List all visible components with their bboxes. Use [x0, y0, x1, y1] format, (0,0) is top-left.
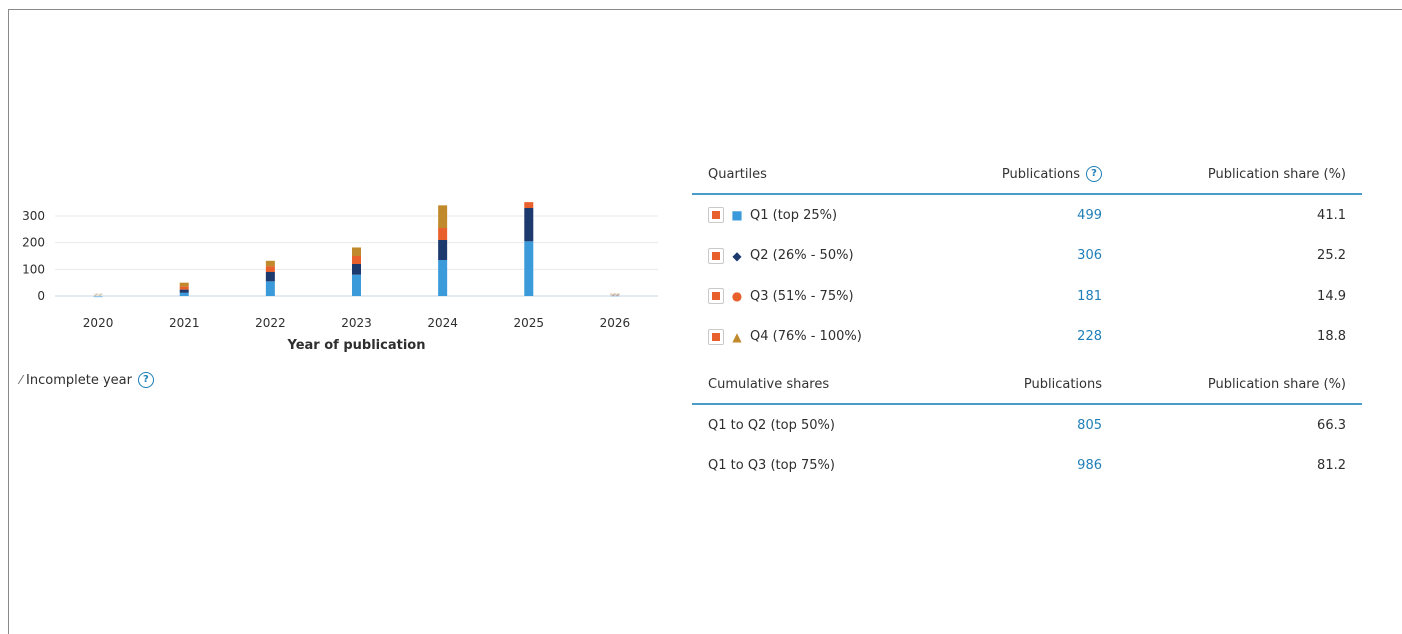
- quartile-label: Q4 (76% - 100%): [750, 329, 862, 344]
- help-icon[interactable]: ?: [1086, 166, 1102, 182]
- incomplete-year-legend: ⁄⁄ Incomplete year ?: [20, 372, 154, 388]
- bar-segment[interactable]: [524, 202, 533, 208]
- publications-link[interactable]: 306: [992, 248, 1102, 263]
- publications-link[interactable]: 499: [992, 208, 1102, 223]
- share-header: Publication share (%): [1102, 167, 1362, 182]
- publications-link[interactable]: 986: [992, 458, 1102, 473]
- bar-segment[interactable]: [266, 261, 275, 266]
- bar-segment[interactable]: [180, 290, 189, 293]
- bar-segment[interactable]: [438, 260, 447, 296]
- quartile-symbol: ▲: [730, 330, 744, 344]
- quartile-cell: ● Q3 (51% - 75%): [692, 288, 992, 304]
- quartiles-header-label: Quartiles: [692, 167, 992, 182]
- quartile-label: Q2 (26% - 50%): [750, 248, 854, 263]
- share-value: 14.9: [1102, 289, 1362, 304]
- x-tick-label: 2022: [255, 316, 286, 330]
- quartile-cell: ▲ Q4 (76% - 100%): [692, 329, 992, 345]
- y-tick-label: 200: [22, 236, 45, 250]
- x-tick-label: 2024: [427, 316, 458, 330]
- bar-segment[interactable]: [180, 283, 189, 287]
- share-value: 81.2: [1102, 458, 1362, 473]
- cumulative-header: Cumulative shares Publications Publicati…: [692, 365, 1362, 405]
- share-value: 66.3: [1102, 418, 1362, 433]
- quartile-checkbox[interactable]: [708, 248, 724, 264]
- bar-segment[interactable]: [352, 247, 361, 256]
- bar-segment[interactable]: [524, 208, 533, 241]
- cumulative-label: Q1 to Q3 (top 75%): [692, 458, 992, 473]
- quartile-cell: ■ Q1 (top 25%): [692, 207, 992, 223]
- publications-header-label: Publications: [1002, 167, 1080, 182]
- x-tick-label: 2025: [514, 316, 545, 330]
- x-axis-label: Year of publication: [287, 338, 426, 353]
- quartile-label: Q3 (51% - 75%): [750, 289, 854, 304]
- bar-segment[interactable]: [180, 286, 189, 289]
- cumulative-label: Q1 to Q2 (top 50%): [692, 418, 992, 433]
- incomplete-hatch: [610, 293, 619, 296]
- bar-segment[interactable]: [266, 272, 275, 281]
- bar-segment[interactable]: [438, 228, 447, 240]
- x-tick-label: 2020: [83, 316, 114, 330]
- bar-segment[interactable]: [266, 281, 275, 296]
- y-tick-label: 0: [37, 289, 45, 303]
- quartiles-table: Quartiles Publications ? Publication sha…: [692, 155, 1362, 486]
- cumulative-share-header: Publication share (%): [1102, 377, 1362, 392]
- incomplete-hatch: [94, 294, 103, 296]
- help-icon[interactable]: ?: [138, 372, 154, 388]
- x-tick-label: 2021: [169, 316, 200, 330]
- bar-segment[interactable]: [438, 240, 447, 260]
- quartile-cell: ◆ Q2 (26% - 50%): [692, 248, 992, 264]
- publications-link[interactable]: 228: [992, 329, 1102, 344]
- quartile-checkbox[interactable]: [708, 329, 724, 345]
- quartile-checkbox[interactable]: [708, 288, 724, 304]
- bar-segment[interactable]: [352, 256, 361, 264]
- quartiles-header: Quartiles Publications ? Publication sha…: [692, 155, 1362, 195]
- bar-segment[interactable]: [266, 266, 275, 272]
- cumulative-header-label: Cumulative shares: [692, 377, 992, 392]
- quartile-symbol: ■: [730, 208, 744, 222]
- bar-segment[interactable]: [180, 293, 189, 296]
- bar-segment[interactable]: [352, 264, 361, 275]
- quartile-symbol: ●: [730, 289, 744, 303]
- incomplete-year-label: Incomplete year: [26, 373, 132, 388]
- share-value: 41.1: [1102, 208, 1362, 223]
- quartile-label: Q1 (top 25%): [750, 208, 837, 223]
- share-value: 25.2: [1102, 248, 1362, 263]
- cumulative-publications-header: Publications: [992, 377, 1102, 392]
- publications-link[interactable]: 805: [992, 418, 1102, 433]
- y-tick-label: 300: [22, 209, 45, 223]
- share-value: 18.8: [1102, 329, 1362, 344]
- quartile-symbol: ◆: [730, 249, 744, 263]
- publications-header: Publications ?: [992, 166, 1102, 182]
- publications-link[interactable]: 181: [992, 289, 1102, 304]
- bar-segment[interactable]: [524, 241, 533, 296]
- publications-chart: 0 100 200 300 2020 2021 2022 2023 2024 2025 2026 Ye…: [0, 0, 670, 370]
- y-tick-label: 100: [22, 262, 45, 276]
- x-tick-label: 2026: [600, 316, 631, 330]
- quartile-checkbox[interactable]: [708, 207, 724, 223]
- bar-segment[interactable]: [352, 275, 361, 296]
- bar-segment[interactable]: [438, 205, 447, 228]
- x-tick-label: 2023: [341, 316, 372, 330]
